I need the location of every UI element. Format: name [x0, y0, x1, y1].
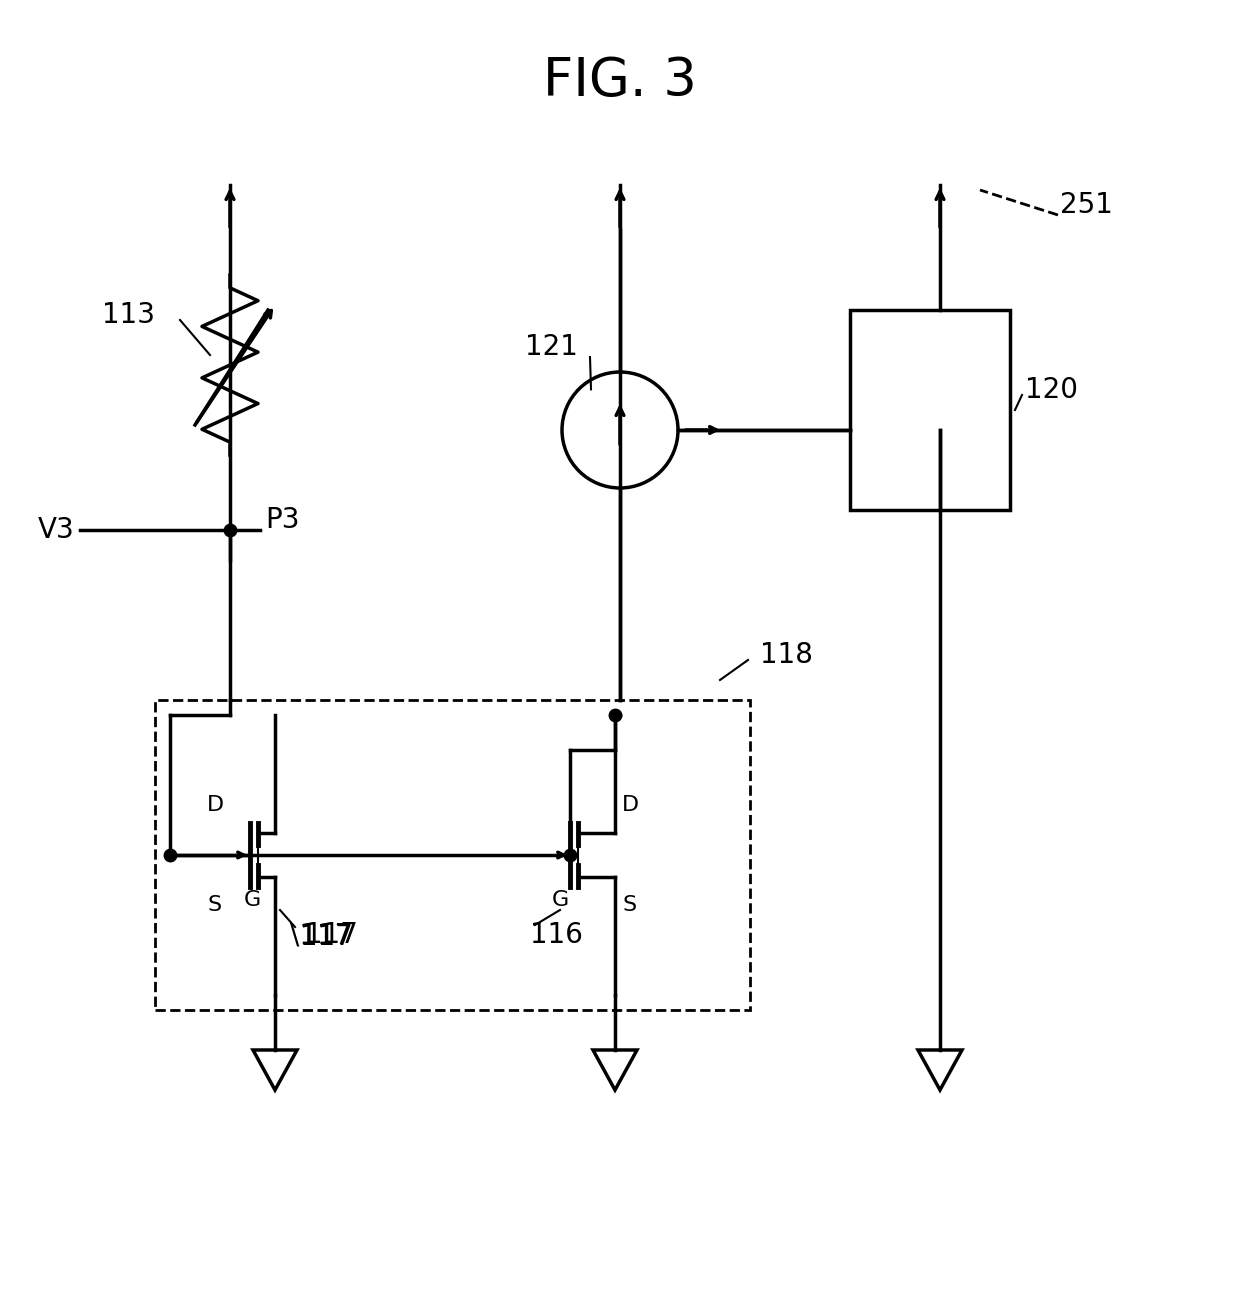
Text: D: D — [206, 795, 223, 816]
Text: V3: V3 — [38, 516, 74, 545]
Text: S: S — [622, 895, 637, 915]
Bar — [849, 310, 1011, 511]
Text: 120: 120 — [1025, 376, 1078, 404]
Text: 117: 117 — [305, 922, 358, 949]
Text: FIG. 3: FIG. 3 — [543, 55, 697, 107]
Text: 117: 117 — [300, 923, 353, 952]
Text: D: D — [621, 795, 639, 816]
Text: P3: P3 — [265, 507, 300, 534]
Text: \117: \117 — [290, 922, 352, 949]
Text: 113: 113 — [102, 301, 155, 329]
Text: G: G — [243, 890, 260, 910]
Text: S: S — [208, 895, 222, 915]
Text: 121: 121 — [525, 332, 578, 361]
Bar — [155, 700, 750, 1011]
Text: 116: 116 — [529, 922, 583, 949]
Text: 118: 118 — [760, 641, 813, 669]
Text: 251: 251 — [1060, 191, 1112, 219]
Text: G: G — [552, 890, 569, 910]
